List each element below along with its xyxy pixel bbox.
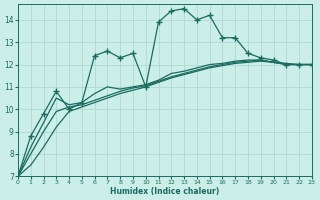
X-axis label: Humidex (Indice chaleur): Humidex (Indice chaleur) (110, 187, 220, 196)
